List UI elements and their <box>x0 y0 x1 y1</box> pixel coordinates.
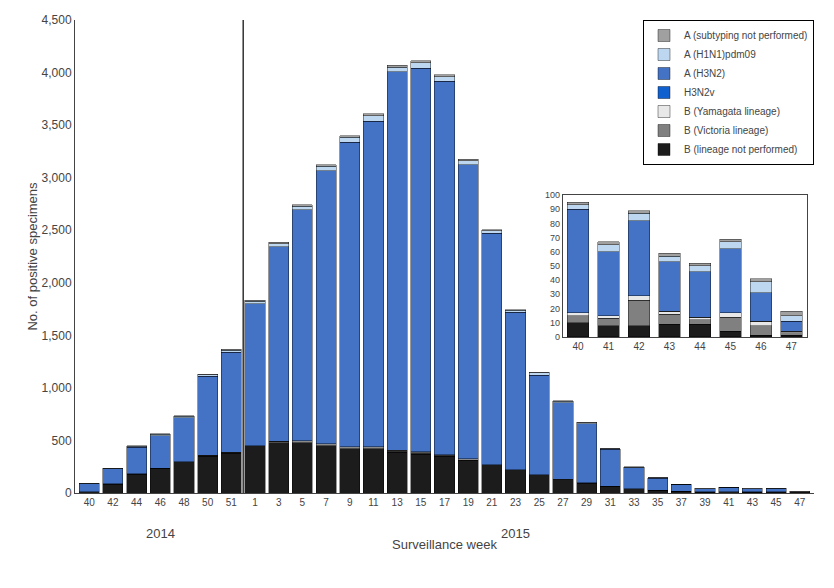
svg-text:B (Victoria lineage): B (Victoria lineage) <box>684 125 768 136</box>
svg-text:29: 29 <box>581 497 593 508</box>
svg-text:10: 10 <box>550 318 560 328</box>
svg-text:3: 3 <box>276 497 282 508</box>
svg-text:27: 27 <box>557 497 569 508</box>
svg-text:3,500: 3,500 <box>42 118 72 132</box>
svg-text:100: 100 <box>545 190 560 200</box>
svg-text:45: 45 <box>725 341 737 352</box>
svg-text:B (lineage not performed): B (lineage not performed) <box>684 144 797 155</box>
svg-text:47: 47 <box>794 497 806 508</box>
svg-text:43: 43 <box>664 341 676 352</box>
svg-text:15: 15 <box>415 497 427 508</box>
svg-text:7: 7 <box>323 497 329 508</box>
svg-text:31: 31 <box>605 497 617 508</box>
svg-text:A (H3N2): A (H3N2) <box>684 68 725 79</box>
svg-text:39: 39 <box>699 497 711 508</box>
svg-text:44: 44 <box>694 341 706 352</box>
svg-text:44: 44 <box>131 497 143 508</box>
svg-text:2014: 2014 <box>146 526 175 541</box>
svg-text:50: 50 <box>550 261 560 271</box>
svg-text:50: 50 <box>202 497 214 508</box>
svg-text:51: 51 <box>226 497 238 508</box>
svg-text:H3N2v: H3N2v <box>684 87 715 98</box>
svg-text:48: 48 <box>178 497 190 508</box>
svg-text:1,000: 1,000 <box>42 381 72 395</box>
svg-text:No. of positive specimens: No. of positive specimens <box>25 182 40 331</box>
svg-text:41: 41 <box>603 341 615 352</box>
svg-text:80: 80 <box>550 219 560 229</box>
svg-text:43: 43 <box>747 497 759 508</box>
svg-text:70: 70 <box>550 233 560 243</box>
svg-text:A (subtyping not performed): A (subtyping not performed) <box>684 30 807 41</box>
svg-text:1: 1 <box>252 497 258 508</box>
svg-text:90: 90 <box>550 204 560 214</box>
svg-text:47: 47 <box>786 341 798 352</box>
svg-text:B (Yamagata lineage): B (Yamagata lineage) <box>684 106 780 117</box>
svg-text:20: 20 <box>550 304 560 314</box>
svg-text:9: 9 <box>347 497 353 508</box>
svg-text:500: 500 <box>52 434 72 448</box>
svg-text:2015: 2015 <box>501 526 530 541</box>
svg-text:40: 40 <box>550 275 560 285</box>
svg-text:13: 13 <box>392 497 404 508</box>
svg-text:37: 37 <box>676 497 688 508</box>
svg-text:33: 33 <box>628 497 640 508</box>
svg-text:45: 45 <box>771 497 783 508</box>
svg-text:17: 17 <box>439 497 451 508</box>
svg-text:21: 21 <box>486 497 498 508</box>
svg-text:0: 0 <box>65 486 72 500</box>
svg-text:42: 42 <box>633 341 645 352</box>
svg-text:2,500: 2,500 <box>42 223 72 237</box>
svg-text:25: 25 <box>534 497 546 508</box>
svg-text:2,000: 2,000 <box>42 276 72 290</box>
svg-text:11: 11 <box>368 497 379 508</box>
svg-text:46: 46 <box>155 497 167 508</box>
svg-text:Surveillance week: Surveillance week <box>392 537 497 552</box>
svg-text:60: 60 <box>550 247 560 257</box>
svg-text:41: 41 <box>723 497 735 508</box>
svg-text:4,000: 4,000 <box>42 66 72 80</box>
svg-text:30: 30 <box>550 289 560 299</box>
svg-text:42: 42 <box>107 497 119 508</box>
svg-text:4,500: 4,500 <box>42 13 72 27</box>
svg-text:23: 23 <box>510 497 522 508</box>
svg-text:A (H1N1)pdm09: A (H1N1)pdm09 <box>684 49 756 60</box>
svg-text:5: 5 <box>300 497 306 508</box>
svg-text:0: 0 <box>555 332 560 342</box>
svg-text:35: 35 <box>652 497 664 508</box>
svg-text:40: 40 <box>84 497 96 508</box>
svg-text:1,500: 1,500 <box>42 329 72 343</box>
svg-text:46: 46 <box>755 341 767 352</box>
svg-text:3,000: 3,000 <box>42 171 72 185</box>
svg-text:40: 40 <box>572 341 584 352</box>
svg-text:19: 19 <box>463 497 475 508</box>
